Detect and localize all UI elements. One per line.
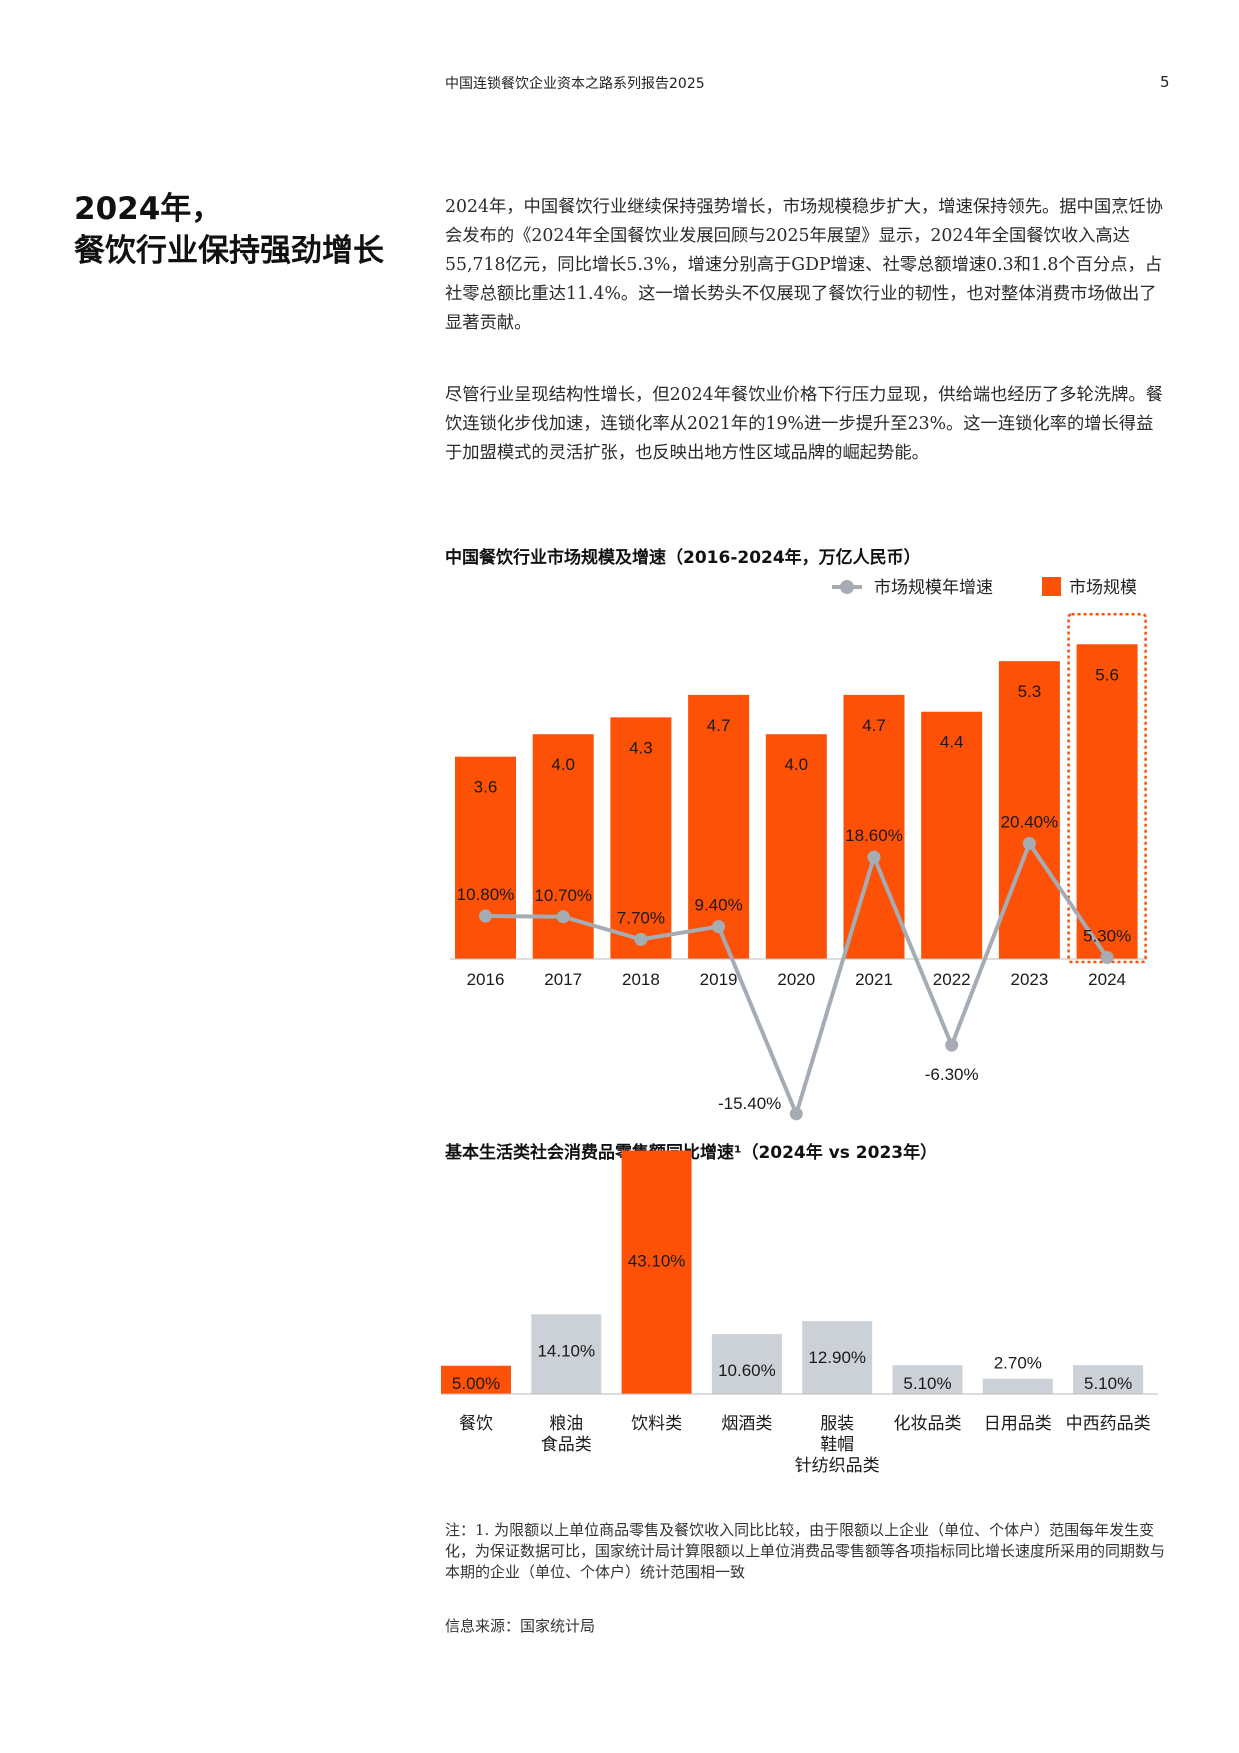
market-size-bar	[610, 717, 672, 959]
market-size-value-label: 4.7	[707, 716, 731, 735]
category-tick-label: 日用品类	[984, 1414, 1052, 1433]
market-size-bar	[921, 711, 983, 959]
growth-rate-label: 7.70%	[617, 908, 665, 927]
retail-growth-value-label: 5.10%	[1084, 1374, 1132, 1393]
section-title-line-2: 餐饮行业保持强劲增长	[74, 233, 384, 269]
market-size-value-label: 4.4	[940, 733, 964, 752]
retail-growth-value-label: 14.10%	[537, 1341, 595, 1360]
market-size-chart-title: 中国餐饮行业市场规模及增速（2016-2024年，万亿人民币）	[445, 548, 921, 568]
category-tick-label: 化妆品类	[894, 1414, 962, 1433]
year-tick-label: 2022	[933, 970, 971, 989]
market-size-bar	[765, 734, 827, 959]
growth-rate-label: 10.80%	[457, 885, 515, 904]
year-tick-label: 2021	[855, 970, 893, 989]
retail-growth-bar	[982, 1378, 1053, 1394]
category-tick-label: 鞋帽	[820, 1435, 854, 1454]
category-tick-label: 针纺织品类	[795, 1456, 880, 1475]
market-size-value-label: 5.6	[1095, 665, 1119, 684]
retail-growth-bar	[711, 1334, 782, 1394]
market-size-value-label: 4.3	[629, 738, 653, 757]
retail-growth-value-label: 12.90%	[808, 1348, 866, 1367]
growth-rate-point	[712, 920, 726, 934]
market-size-value-label: 5.3	[1018, 682, 1042, 701]
growth-rate-point	[945, 1038, 959, 1052]
growth-rate-point	[789, 1107, 803, 1121]
page-number: 5	[1160, 73, 1170, 91]
legend-line-marker	[840, 580, 854, 594]
market-size-value-label: 3.6	[474, 778, 498, 797]
growth-rate-label: 10.70%	[534, 886, 592, 905]
market-size-value-label: 4.0	[551, 755, 575, 774]
retail-growth-bar	[621, 1150, 692, 1394]
year-tick-label: 2023	[1010, 970, 1048, 989]
growth-rate-label: 5.30%	[1083, 927, 1131, 946]
retail-growth-value-label: 10.60%	[718, 1361, 776, 1380]
legend-label-growth: 市场规模年增速	[874, 578, 993, 597]
retail-growth-bar	[892, 1365, 963, 1394]
category-tick-label: 粮油	[549, 1414, 583, 1433]
year-tick-label: 2016	[467, 970, 505, 989]
growth-rate-point	[479, 909, 492, 923]
category-tick-label: 烟酒类	[721, 1414, 772, 1433]
year-tick-label: 2024	[1088, 970, 1126, 989]
year-tick-label: 2017	[544, 970, 582, 989]
growth-rate-label: -15.40%	[718, 1094, 781, 1113]
growth-rate-point	[867, 850, 881, 864]
growth-rate-label: -6.30%	[925, 1065, 979, 1084]
legend-bar-swatch	[1042, 577, 1061, 596]
year-tick-label: 2020	[777, 970, 815, 989]
market-size-value-label: 4.7	[862, 716, 886, 735]
category-tick-label: 中西药品类	[1066, 1414, 1151, 1433]
body-paragraph-1: 2024年，中国餐饮行业继续保持强势增长，市场规模稳步扩大，增速保持领先。据中国…	[445, 197, 1163, 333]
growth-rate-label: 18.60%	[845, 826, 903, 845]
year-tick-label: 2019	[700, 970, 738, 989]
body-paragraph-2: 尽管行业呈现结构性增长，但2024年餐饮业价格下行压力显现，供给端也经历了多轮洗…	[445, 385, 1163, 463]
market-size-bar	[998, 661, 1060, 959]
section-title-line-1: 2024年，	[74, 191, 223, 227]
retail-growth-value-label: 5.00%	[452, 1374, 500, 1393]
growth-rate-label: 20.40%	[1001, 813, 1059, 832]
retail-growth-value-label: 5.10%	[903, 1374, 951, 1393]
retail-growth-value-label: 43.10%	[628, 1251, 686, 1270]
market-size-bar	[1076, 644, 1138, 959]
market-size-bar	[688, 694, 750, 959]
category-tick-label: 饮料类	[631, 1414, 682, 1433]
category-tick-label: 食品类	[541, 1435, 592, 1454]
growth-rate-label: 9.40%	[694, 896, 742, 915]
market-size-bar	[455, 756, 516, 959]
category-tick-label: 服装	[820, 1414, 854, 1433]
category-tick-label: 餐饮	[459, 1414, 493, 1433]
market-size-bar	[843, 694, 905, 959]
retail-growth-value-label: 2.70%	[994, 1354, 1042, 1373]
retail-growth-bar	[1073, 1365, 1144, 1394]
retail-growth-bar	[531, 1314, 602, 1394]
footnote: 注：1. 为限额以上单位商品零售及餐饮收入同比比较，由于限额以上企业（单位、个体…	[445, 1521, 1166, 1581]
retail-growth-bar	[802, 1321, 873, 1394]
growth-rate-point	[556, 910, 570, 924]
report-header-title: 中国连锁餐饮企业资本之路系列报告2025	[445, 76, 705, 92]
section-title: 2024年， 餐饮行业保持强劲增长	[74, 188, 414, 272]
growth-rate-point	[1100, 951, 1114, 965]
retail-growth-bar	[441, 1365, 511, 1394]
growth-rate-point	[634, 932, 648, 946]
source-line: 信息来源：国家统计局	[445, 1617, 596, 1635]
legend-label-size: 市场规模	[1069, 578, 1137, 597]
year-tick-label: 2018	[622, 970, 660, 989]
market-size-value-label: 4.0	[784, 755, 808, 774]
growth-rate-point	[1022, 837, 1036, 851]
